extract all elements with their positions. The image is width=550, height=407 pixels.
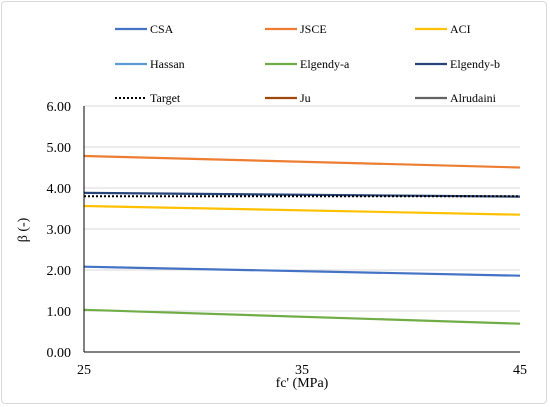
series-line-csa [83, 265, 521, 277]
series-line-elgendy-b [83, 191, 521, 198]
y-tick-label: 1.00 [47, 305, 72, 320]
series-line-elgendy-a [83, 308, 521, 325]
y-tick-label: 6.00 [47, 100, 72, 115]
legend: CSA JSCE ACI Hassan Elgendy-a Elgendy-b Target… [115, 22, 500, 105]
legend-label: JSCE [300, 22, 327, 36]
legend-label: Hassan [150, 57, 185, 71]
series-lines [83, 154, 521, 325]
legend-label: ACI [450, 22, 471, 36]
x-tick-label: 25 [77, 363, 91, 378]
x-tick-label: 45 [513, 363, 527, 378]
axes: 0.00 1.00 2.00 3.00 4.00 5.00 6.00 25 35 45 [47, 100, 528, 378]
legend-label: Alrudaini [450, 91, 497, 105]
y-tick-label: 0.00 [47, 346, 72, 361]
x-tick-label: 35 [295, 363, 309, 378]
legend-label: Target [150, 91, 181, 105]
series-line-aci [83, 204, 521, 216]
x-axis-title: fc' (MPa) [276, 376, 329, 391]
series-line-jsce [83, 154, 521, 169]
legend-label: Elgendy-a [300, 57, 350, 71]
legend-label: Ju [300, 91, 311, 105]
gridlines [84, 105, 520, 312]
y-tick-label: 2.00 [47, 264, 72, 279]
y-tick-label: 5.00 [47, 141, 72, 156]
y-axis-title: β (-) [16, 217, 31, 242]
y-tick-label: 4.00 [47, 182, 72, 197]
legend-label: Elgendy-b [450, 57, 500, 71]
y-tick-label: 3.00 [47, 223, 72, 238]
legend-label: CSA [150, 22, 174, 36]
